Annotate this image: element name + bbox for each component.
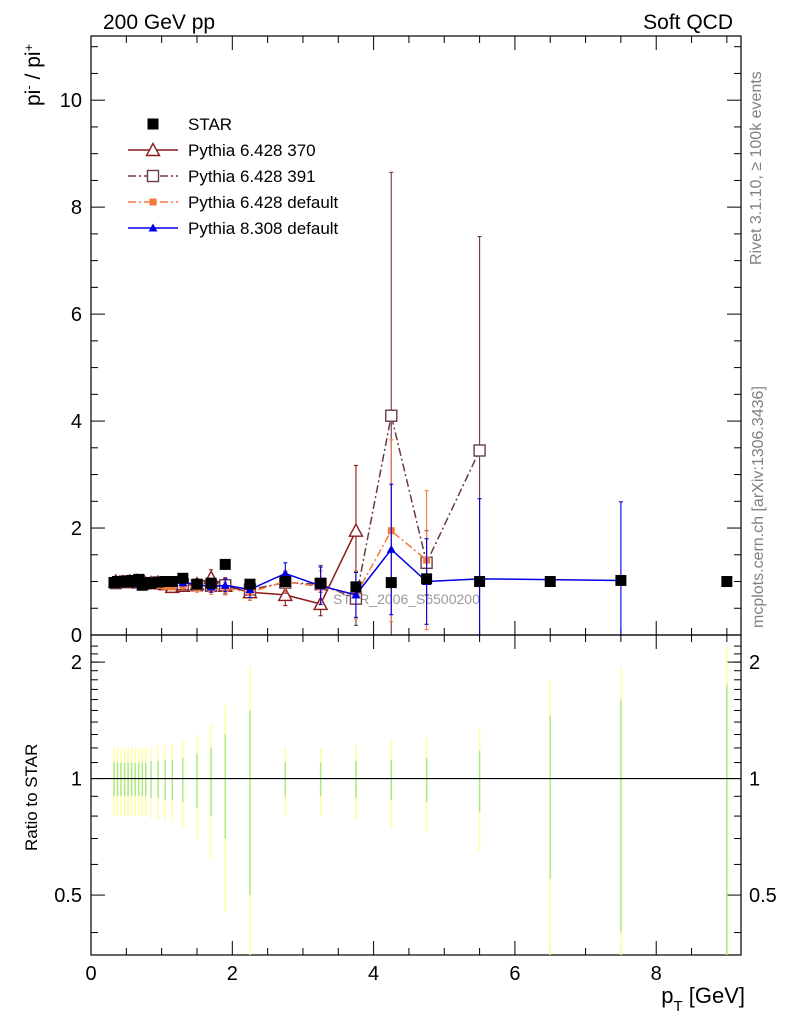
series-point [177,572,189,584]
series-point [166,576,178,588]
main-y-tick-label: 6 [71,304,82,326]
series-2 [109,171,486,636]
legend-entry-1: Pythia 6.428 370 [128,141,316,160]
main-y-tick-label: 8 [71,197,82,219]
legend-marker [149,198,157,206]
series-point [473,444,486,457]
series-point [351,590,361,599]
ylabel-part-1: pi [22,90,45,106]
legend-marker [145,142,161,157]
series-point [315,577,327,589]
ylabel-sup-2: + [21,44,36,52]
series-point [721,576,733,588]
series-point [385,409,398,422]
x-tick-label: 2 [227,963,238,985]
header-left-label: 200 GeV pp [103,11,215,34]
xlabel-sub: T [673,998,682,1015]
xlabel-p: p [661,983,673,1008]
ratio-y-tick-label: 2 [71,652,82,674]
main-y-tick-label: 0 [71,625,82,647]
series-point [244,578,256,590]
legend-marker [147,118,159,130]
xlabel: pT [GeV] [661,983,745,1015]
header-right-label: Soft QCD [643,11,733,34]
mcplots-label: mcplots.cern.ch [arXiv:1306.3436] [750,386,767,628]
ratio-y-tick-label-right: 0.5 [749,885,777,907]
legend-marker [148,223,158,232]
legend-entry-0: STAR [147,115,232,134]
rivet-version-label: Rivet 3.1.10, ≥ 100k events [748,71,765,265]
series-point [421,573,433,585]
series-point [159,576,171,588]
series-line [115,415,481,600]
ratio-frame [90,634,742,956]
legend-entry-3: Pythia 6.428 default [128,193,339,212]
legend-label: Pythia 6.428 391 [188,167,316,186]
series-point [474,576,486,588]
series-point [277,586,293,602]
watermark: STAR_2006_S6500200 [333,591,480,607]
xlabel-unit: [GeV] [683,983,745,1008]
series-1 [108,464,364,617]
legend-label: Pythia 8.308 default [188,219,339,238]
legend-label: STAR [188,115,232,134]
ratio-y-tick-label: 1 [71,769,82,791]
series-point [385,577,397,589]
main-ylabel: pi- / pi+ [21,44,45,106]
ratio-y-tick-label: 0.5 [54,885,82,907]
ratio-panel: 0 2 4 6 8 0.5 0.5 1 1 2 2 [54,634,777,985]
series-point [544,576,556,588]
series-point [152,576,164,588]
main-panel: 0 2 4 6 8 10 [60,35,742,647]
ratio-ylabel: Ratio to STAR [22,744,41,851]
series-4 [111,483,626,636]
main-y-tick-label: 4 [71,411,82,433]
x-tick-label: 0 [85,963,96,985]
series-point [191,578,203,590]
series-point [279,576,291,588]
ylabel-sup-1: - [21,85,36,89]
ratio-y-tick-label-right: 1 [749,769,760,791]
series-point [615,574,627,586]
legend-entry-4: Pythia 8.308 default [128,219,339,238]
series-point [386,544,396,553]
legend-marker [146,169,160,183]
legend-entry-2: Pythia 6.428 391 [128,167,316,186]
series-point [350,581,362,593]
series-0 [108,558,733,593]
legend-label: Pythia 6.428 default [188,193,339,212]
series-point [280,568,290,577]
series-point [220,580,230,589]
main-y-tick-label: 2 [71,518,82,540]
legend-label: Pythia 6.428 370 [188,141,316,160]
series-point [205,577,217,589]
main-y-tick-label: 10 [60,90,82,112]
x-tick-label: 8 [651,963,662,985]
x-tick-label: 4 [368,963,379,985]
legend: STAR Pythia 6.428 370 Pythia 6.428 391 Pyth… [128,115,339,238]
series-point [145,578,157,590]
x-tick-label: 6 [509,963,520,985]
series-point [219,558,231,570]
series-point [348,522,364,537]
ylabel-part-2: / pi [22,51,45,85]
ratio-y-tick-label-right: 2 [749,652,760,674]
series-point [133,573,145,585]
